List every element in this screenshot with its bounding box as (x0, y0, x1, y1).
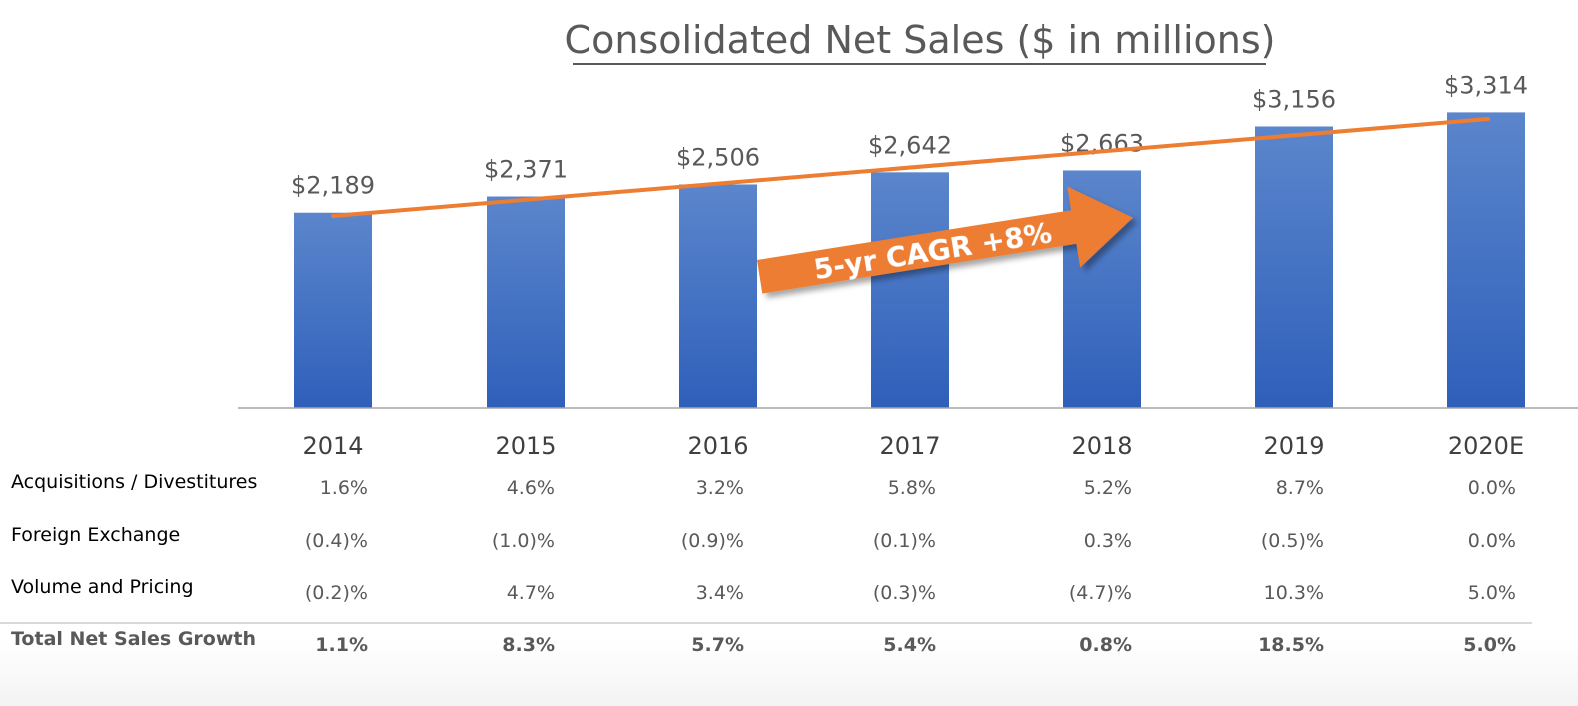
cell-acquisitions-divestitures-2015: 4.6% (507, 477, 555, 499)
x-tick-label-2014: 2014 (302, 432, 363, 460)
cagr-arrow-shape (757, 186, 1134, 294)
cell-total-net-sales-growth-2019: 18.5% (1258, 634, 1324, 656)
row-label-total-net-sales-growth: Total Net Sales Growth (11, 628, 256, 650)
year-labels-layer: 2014 2015 2016 2017 2018 2019 2020E (302, 432, 1524, 460)
growth-table: Acquisitions / Divestitures 1.6% 4.6% 3.2% 5… (11, 471, 1516, 656)
cell-acquisitions-divestitures-2014: 1.6% (320, 477, 368, 499)
cell-volume-and-pricing-2018: (4.7)% (1069, 582, 1132, 604)
cell-foreign-exchange-2016: (0.9)% (681, 530, 744, 552)
value-label-2017: $2,642 (868, 131, 952, 159)
cell-foreign-exchange-2017: (0.1)% (873, 530, 936, 552)
value-label-2015: $2,371 (484, 156, 568, 184)
cell-total-net-sales-growth-2015: 8.3% (502, 634, 555, 656)
cell-total-net-sales-growth-2017: 5.4% (883, 634, 936, 656)
cell-foreign-exchange-2019: (0.5)% (1261, 530, 1324, 552)
bars-layer (294, 112, 1525, 408)
cell-volume-and-pricing-2020e: 5.0% (1468, 582, 1516, 604)
cell-volume-and-pricing-2014: (0.2)% (305, 582, 368, 604)
bar-2016 (679, 184, 757, 408)
cell-foreign-exchange-2014: (0.4)% (305, 530, 368, 552)
x-tick-label-2020e: 2020E (1448, 432, 1524, 460)
value-label-2014: $2,189 (291, 172, 375, 200)
value-label-2016: $2,506 (676, 143, 760, 171)
x-tick-label-2015: 2015 (495, 432, 556, 460)
cell-foreign-exchange-2015: (1.0)% (492, 530, 555, 552)
chart-title: Consolidated Net Sales ($ in millions) (565, 18, 1276, 62)
cell-acquisitions-divestitures-2016: 3.2% (696, 477, 744, 499)
cell-acquisitions-divestitures-2019: 8.7% (1276, 477, 1324, 499)
bar-2019 (1255, 126, 1333, 408)
row-label-acquisitions-divestitures: Acquisitions / Divestitures (11, 471, 257, 493)
row-label-volume-and-pricing: Volume and Pricing (11, 576, 194, 598)
bar-2015 (487, 196, 565, 408)
x-tick-label-2018: 2018 (1071, 432, 1132, 460)
cell-acquisitions-divestitures-2017: 5.8% (888, 477, 936, 499)
cell-foreign-exchange-2020e: 0.0% (1468, 530, 1516, 552)
cell-total-net-sales-growth-2016: 5.7% (691, 634, 744, 656)
value-label-2020e: $3,314 (1444, 71, 1528, 99)
value-labels-layer: $2,189$2,371 $2,506 $2,642 $2,663$3,156$3,3… (291, 71, 1528, 199)
cell-volume-and-pricing-2019: 10.3% (1264, 582, 1324, 604)
trend-line (331, 117, 1490, 218)
cell-acquisitions-divestitures-2018: 5.2% (1084, 477, 1132, 499)
cell-volume-and-pricing-2015: 4.7% (507, 582, 555, 604)
x-tick-label-2017: 2017 (879, 432, 940, 460)
cell-foreign-exchange-2018: 0.3% (1084, 530, 1132, 552)
row-label-foreign-exchange: Foreign Exchange (11, 524, 180, 546)
cell-total-net-sales-growth-2018: 0.8% (1079, 634, 1132, 656)
cell-total-net-sales-growth-2020e: 5.0% (1463, 634, 1516, 656)
bar-2017 (871, 172, 949, 408)
value-label-2019: $3,156 (1252, 85, 1336, 113)
cell-volume-and-pricing-2016: 3.4% (696, 582, 744, 604)
bar-2014 (294, 212, 372, 408)
x-tick-label-2016: 2016 (687, 432, 748, 460)
cell-total-net-sales-growth-2014: 1.1% (315, 634, 368, 656)
cell-acquisitions-divestitures-2020e: 0.0% (1468, 477, 1516, 499)
bar-2020e (1447, 112, 1525, 408)
x-tick-label-2019: 2019 (1263, 432, 1324, 460)
cell-volume-and-pricing-2017: (0.3)% (873, 582, 936, 604)
